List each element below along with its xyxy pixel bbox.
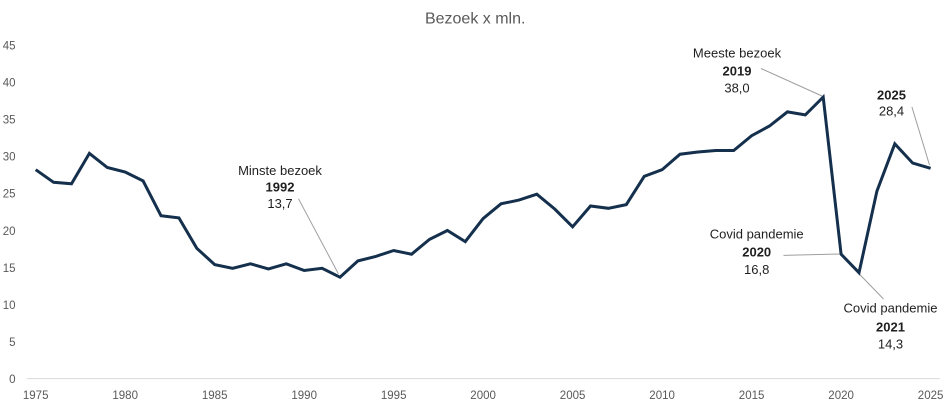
svg-text:28,4: 28,4 xyxy=(879,103,904,118)
svg-text:35: 35 xyxy=(3,115,16,127)
svg-text:40: 40 xyxy=(3,78,16,90)
svg-text:1990: 1990 xyxy=(291,390,317,402)
svg-text:14,3: 14,3 xyxy=(878,336,903,351)
svg-text:1975: 1975 xyxy=(23,390,49,402)
svg-text:1992: 1992 xyxy=(266,179,295,194)
svg-text:0: 0 xyxy=(9,374,15,386)
svg-text:1985: 1985 xyxy=(202,390,228,402)
svg-text:1995: 1995 xyxy=(381,390,407,402)
svg-text:Meeste bezoek: Meeste bezoek xyxy=(693,45,782,60)
svg-text:Covid pandemie: Covid pandemie xyxy=(844,301,938,316)
svg-text:20: 20 xyxy=(3,226,16,238)
svg-text:2010: 2010 xyxy=(649,390,675,402)
svg-text:2021: 2021 xyxy=(876,319,905,334)
svg-text:5: 5 xyxy=(9,337,15,349)
svg-text:Bezoek x mln.: Bezoek x mln. xyxy=(425,10,525,27)
svg-text:2025: 2025 xyxy=(918,390,944,402)
svg-text:Minste bezoek: Minste bezoek xyxy=(238,163,322,178)
svg-text:2019: 2019 xyxy=(723,64,752,79)
svg-text:25: 25 xyxy=(3,189,16,201)
svg-text:10: 10 xyxy=(3,300,16,312)
svg-text:13,7: 13,7 xyxy=(267,196,292,211)
svg-text:2020: 2020 xyxy=(828,390,854,402)
svg-text:2000: 2000 xyxy=(470,390,496,402)
svg-text:2025: 2025 xyxy=(877,88,906,103)
svg-text:30: 30 xyxy=(3,152,16,164)
svg-text:2020: 2020 xyxy=(742,245,771,260)
svg-text:16,8: 16,8 xyxy=(744,262,769,277)
svg-text:2015: 2015 xyxy=(739,390,765,402)
svg-text:1980: 1980 xyxy=(112,390,138,402)
svg-text:2005: 2005 xyxy=(560,390,586,402)
svg-text:38,0: 38,0 xyxy=(724,81,749,96)
svg-text:45: 45 xyxy=(3,41,16,53)
svg-text:15: 15 xyxy=(3,263,16,275)
svg-text:Covid pandemie: Covid pandemie xyxy=(710,226,804,241)
